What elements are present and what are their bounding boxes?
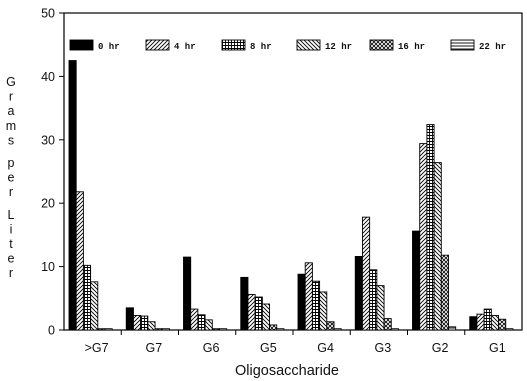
bar-gtG7-12hr: [90, 281, 99, 331]
bar-G4-0hr: [297, 273, 306, 331]
x-tick-label: >G7: [85, 341, 109, 355]
bar-G2-12hr: [433, 162, 442, 331]
bar-G3-12hr: [376, 285, 385, 331]
bar-G4-22hr: [333, 328, 342, 331]
x-tick-label: G1: [489, 341, 506, 355]
bar-G5-12hr: [261, 303, 271, 331]
bar-G3-8hr: [369, 269, 378, 331]
y-tick-label: 20: [41, 197, 55, 211]
legend: 0 hr 4 hr 8 hr 12 hr 16 hr 22 hr: [69, 39, 506, 52]
x-axis-label: Oligosaccharide: [235, 363, 339, 379]
legend-swatch: [450, 39, 475, 51]
y-axis-label-char: m: [6, 119, 16, 133]
legend-swatch: [69, 39, 94, 51]
bar-G7-22hr: [161, 328, 170, 331]
x-tick-label: G4: [317, 341, 334, 355]
bar-G2-8hr: [426, 124, 435, 331]
legend-swatch: [369, 39, 394, 51]
bar-G6-12hr: [204, 319, 213, 331]
y-axis-label-char: G: [6, 75, 16, 89]
y-tick-label: 50: [41, 7, 55, 21]
y-axis-label-char: a: [8, 104, 15, 118]
bar-G3-0hr: [354, 256, 363, 331]
y-axis-label-char: L: [8, 208, 15, 222]
bar-G2-22hr: [448, 326, 457, 331]
bar-G1-16hr: [498, 318, 507, 331]
bar-G3-16hr: [383, 318, 392, 331]
bar-G5-0hr: [240, 276, 249, 331]
bar-G7-12hr: [147, 321, 156, 331]
bar-G1-22hr: [505, 328, 514, 331]
y-axis-label-char: e: [8, 171, 15, 185]
y-axis-label-char: s: [8, 133, 14, 147]
bar-G3-4hr: [362, 216, 371, 331]
legend-label: 22 hr: [479, 42, 506, 52]
bar-G4-12hr: [319, 291, 328, 331]
bar-G2-4hr: [419, 143, 428, 331]
bar-gtG7-4hr: [75, 191, 84, 331]
y-tick-label: 0: [48, 324, 55, 338]
x-tick-label: G5: [260, 341, 277, 355]
bars: [68, 60, 514, 331]
bar-G5-8hr: [254, 296, 263, 331]
bar-G4-4hr: [304, 262, 313, 331]
bar-G5-22hr: [276, 328, 285, 331]
bar-G4-8hr: [311, 280, 321, 331]
y-axis-label-char: i: [10, 222, 13, 236]
x-tick-label: G6: [203, 341, 220, 355]
legend-swatch: [221, 39, 246, 51]
x-tick-label: G2: [432, 341, 449, 355]
y-axis-label-char: e: [8, 252, 15, 266]
plot-frame: [63, 12, 523, 331]
x-axis-ticks: >G7 G7 G6 G5 G4 G3 G2 G1: [85, 330, 506, 355]
bar-gtG7-16hr: [97, 328, 106, 331]
bar-G5-4hr: [247, 294, 256, 331]
bar-G4-16hr: [326, 321, 335, 331]
bar-G1-4hr: [476, 313, 485, 331]
bar-G7-4hr: [132, 314, 142, 331]
y-tick-label: 30: [41, 133, 55, 147]
legend-label: 16 hr: [398, 42, 425, 52]
y-axis-label-char: t: [9, 237, 13, 251]
legend-label: 4 hr: [174, 42, 196, 52]
x-tick-label: G3: [375, 341, 392, 355]
legend-label: 8 hr: [250, 42, 272, 52]
x-tick-label: G7: [146, 341, 163, 355]
bar-G5-16hr: [269, 324, 278, 331]
bar-gtG7-0hr: [68, 60, 77, 331]
legend-label: 12 hr: [325, 42, 352, 52]
legend-label: 0 hr: [98, 42, 120, 52]
y-axis-label-char: r: [9, 90, 13, 104]
y-axis-label-char: r: [9, 266, 13, 280]
bar-G6-22hr: [219, 328, 228, 331]
y-axis-label-char: p: [8, 156, 15, 170]
bar-G7-16hr: [154, 328, 163, 331]
legend-swatch: [296, 39, 321, 51]
plot-area: [63, 12, 523, 331]
bar-gtG7-8hr: [82, 264, 92, 331]
bar-gtG7-22hr: [104, 328, 113, 331]
y-tick-label: 10: [41, 260, 55, 274]
bar-G6-8hr: [197, 314, 206, 331]
bar-G1-12hr: [490, 314, 500, 331]
bar-G2-16hr: [440, 254, 449, 331]
legend-swatch: [145, 39, 170, 51]
y-axis-ticks: 0 10 20 30 40 50: [41, 7, 64, 338]
bar-G6-16hr: [211, 328, 220, 331]
bar-G7-8hr: [140, 315, 149, 331]
bar-G3-22hr: [390, 328, 399, 331]
y-tick-label: 40: [41, 70, 55, 84]
bar-G7-0hr: [125, 307, 134, 331]
bar-G6-4hr: [190, 308, 199, 331]
bar-G6-0hr: [183, 256, 192, 331]
bar-G2-0hr: [412, 230, 421, 331]
bar-G1-0hr: [469, 316, 478, 331]
bar-G1-8hr: [483, 308, 492, 331]
y-axis-label-char: r: [9, 185, 13, 199]
